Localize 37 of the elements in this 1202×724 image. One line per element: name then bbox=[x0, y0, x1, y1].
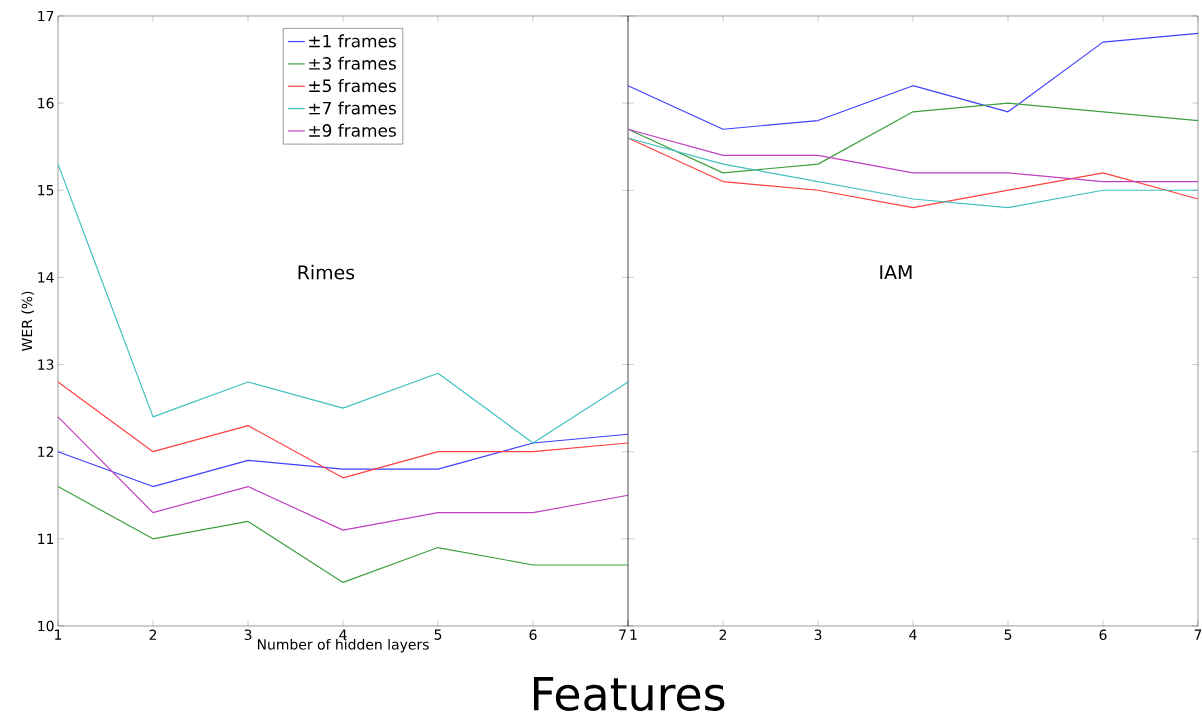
x-tick-label: 1 bbox=[55, 629, 62, 640]
line-series bbox=[57, 381, 629, 479]
x-axis-title: Number of hidden layers bbox=[257, 638, 429, 653]
legend-label: ±7 frames bbox=[309, 101, 396, 115]
line-series bbox=[57, 163, 629, 444]
x-tick-label: 3 bbox=[814, 629, 822, 641]
legend-label: ±9 frames bbox=[309, 123, 396, 137]
x-tick-label: 7 bbox=[1194, 629, 1202, 640]
line-series bbox=[57, 416, 629, 531]
y-tick-label: 14 bbox=[38, 272, 54, 283]
x-tick-label: 4 bbox=[339, 629, 347, 640]
legend-label: ±5 frames bbox=[309, 79, 396, 93]
legend-label: ±3 frames bbox=[309, 56, 396, 70]
annotation: Rimes bbox=[298, 264, 355, 280]
x-tick-label: 6 bbox=[529, 629, 537, 641]
y-tick-label: 13 bbox=[38, 359, 54, 370]
x-tick-label: 3 bbox=[244, 629, 252, 641]
x-tick-label: 1 bbox=[630, 629, 637, 640]
y-tick-label: 11 bbox=[38, 533, 54, 544]
y-tick-label: 15 bbox=[38, 185, 54, 196]
y-tick-label: 12 bbox=[38, 446, 54, 457]
x-tick-label: 5 bbox=[434, 629, 442, 640]
y-tick-label: 16 bbox=[38, 97, 54, 109]
line-series bbox=[57, 433, 629, 488]
y-axis-title: WER (%) bbox=[21, 291, 34, 351]
text: Features bbox=[533, 676, 725, 712]
y-tick-label: 17 bbox=[38, 10, 54, 22]
annotation: IAM bbox=[880, 265, 912, 280]
line-series bbox=[57, 485, 629, 584]
x-tick-label: 2 bbox=[719, 629, 727, 640]
x-tick-label: 5 bbox=[1004, 629, 1012, 640]
x-tick-label: 4 bbox=[909, 629, 917, 640]
x-tick-label: 7 bbox=[619, 629, 626, 640]
legend-label: ±1 frames bbox=[309, 34, 396, 48]
x-tick-label: 2 bbox=[149, 629, 157, 640]
y-tick-label: 10 bbox=[38, 620, 54, 632]
x-tick-label: 6 bbox=[1099, 629, 1107, 641]
